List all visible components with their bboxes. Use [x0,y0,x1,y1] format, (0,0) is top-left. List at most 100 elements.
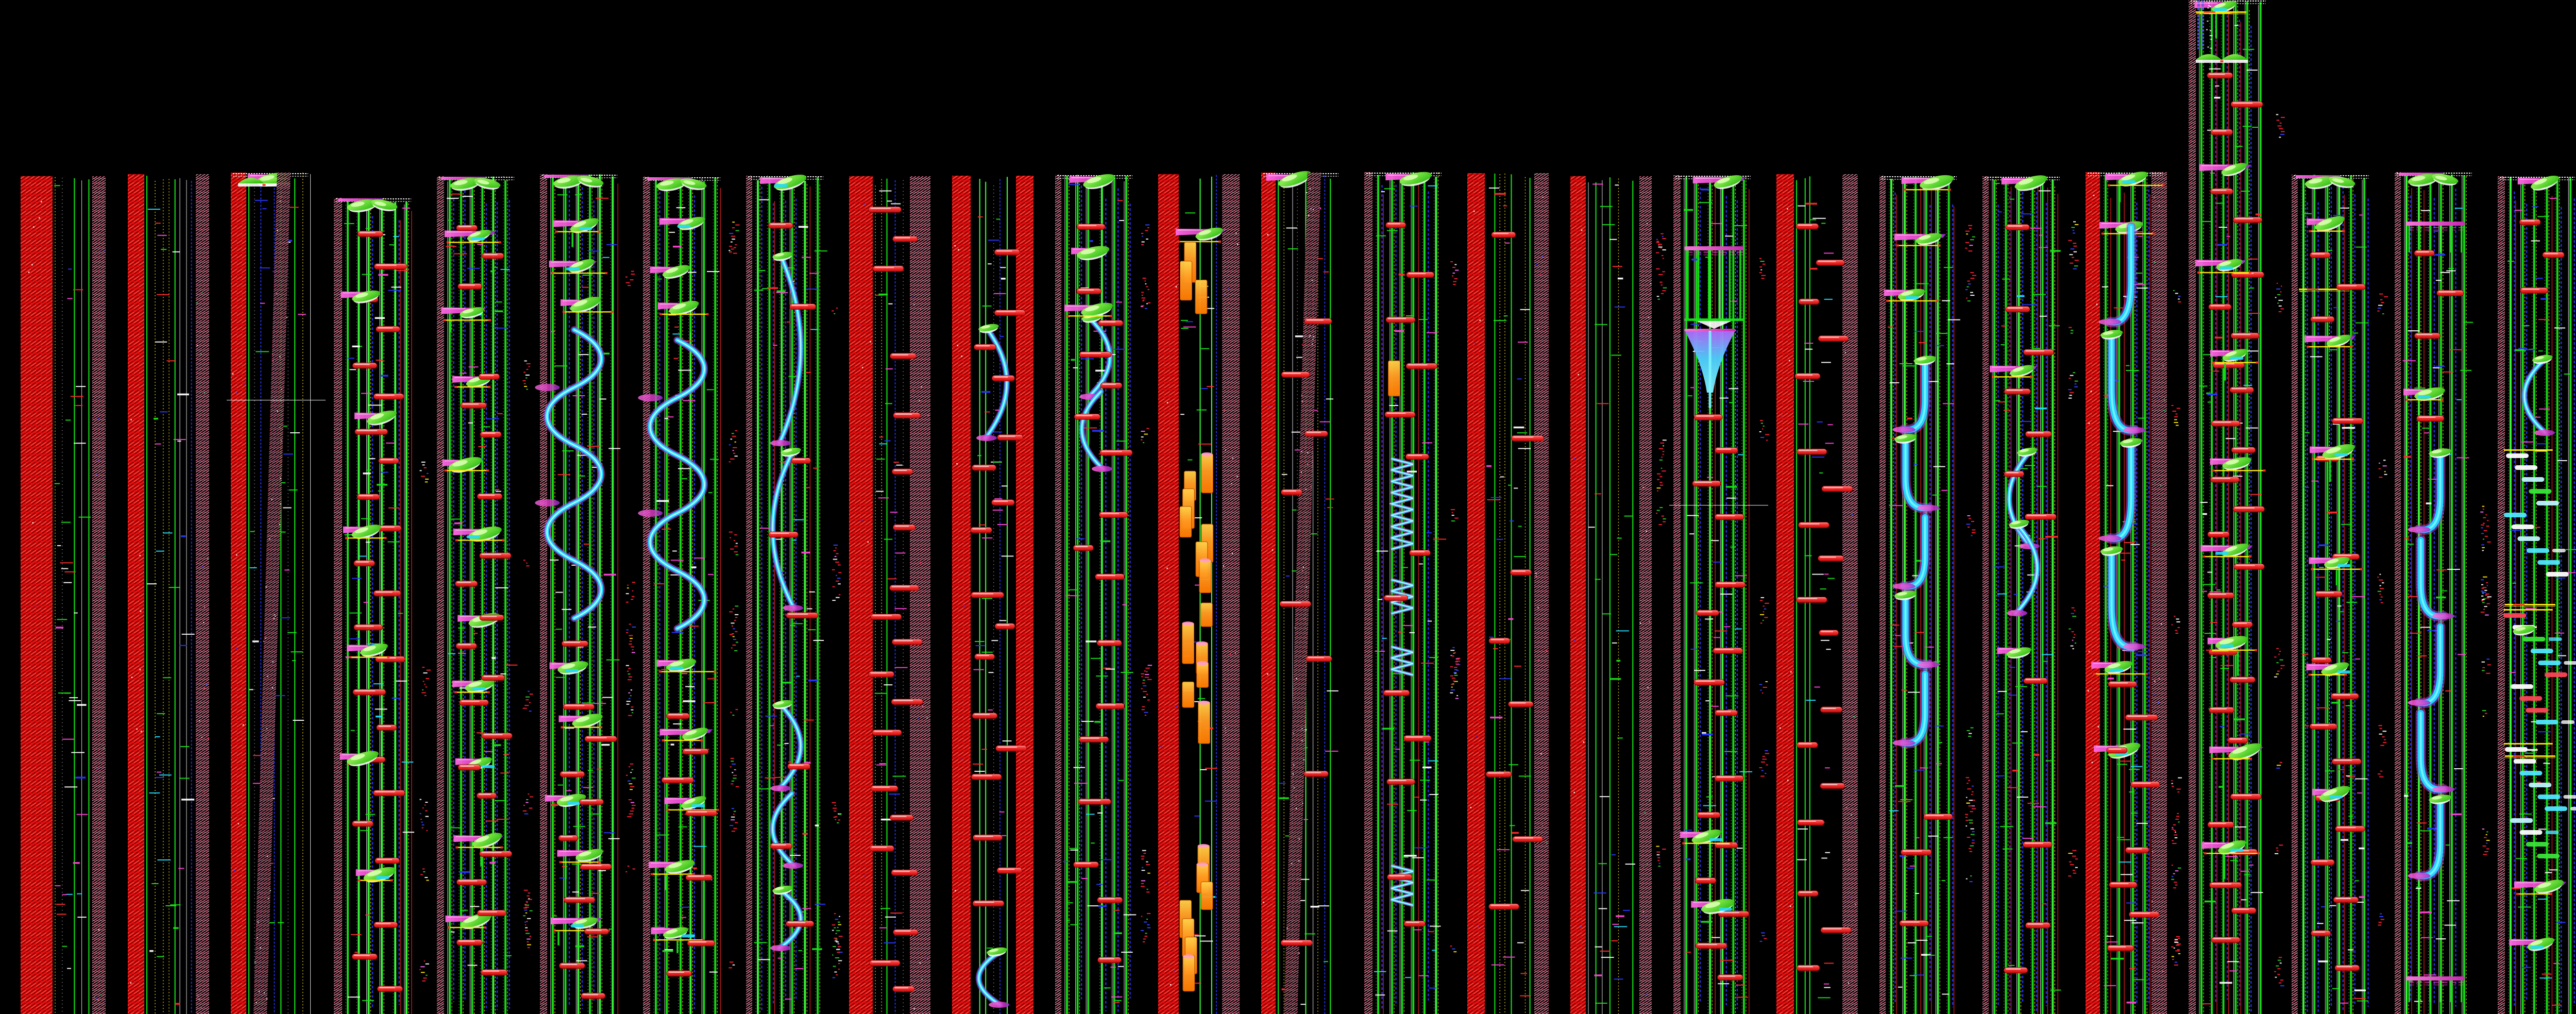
gap-annotation-ticks [1656,233,1667,867]
cyan-wave [535,326,605,622]
gap-annotation-ticks [2274,114,2285,987]
cyan-crescent [975,947,1009,1008]
cyan-crescent [2007,519,2041,616]
orange-note-cluster [1182,602,1213,744]
red-pill-ladder [2004,224,2057,973]
gap-annotation-ticks [522,360,533,949]
column-group [21,176,106,1014]
magenta-flag-row [549,218,614,313]
red-pill-ladder [455,225,513,975]
column-group [128,174,209,1014]
gap-annotation-ticks [2171,290,2182,966]
magenta-flag-row [1175,227,1226,258]
red-pill-ladder [1899,814,1953,926]
red-pill-ladder [2414,250,2464,422]
column-group [1364,172,1461,1014]
gap-annotation-ticks [728,222,740,969]
magenta-flag-row [650,217,709,332]
gap-annotation-ticks [2480,505,2492,855]
cyan-crescent [770,700,804,791]
gap-annotation-ticks [1965,225,1976,883]
ladder-grid [2503,609,2576,724]
red-pill-ladder [2106,681,2160,951]
cyan-crescent [769,790,803,869]
red-pill-ladder [768,222,819,927]
red-pill-ladder [661,713,718,977]
orange-note-cluster [1179,452,1214,594]
red-pill-ladder [1073,224,1133,964]
column-group [1467,173,1549,1014]
gap-annotation-ticks [2068,221,2079,877]
yellow-rail [2505,755,2555,758]
red-pill-ladder [868,206,923,992]
cyan-wave [638,336,708,632]
gap-annotation-ticks [1141,224,1153,942]
cyan-ribbon-cascade [2408,448,2455,882]
gap-annotation-ticks [625,271,636,872]
red-pill-ladder [2309,252,2366,971]
column-group [746,174,843,1014]
orange-note-cluster [1388,360,1400,397]
column-group [1669,175,1770,1014]
gap-annotation-ticks [832,307,843,978]
magenta-flag-row [1884,233,1946,302]
white-drift-band [1284,173,1321,1014]
magenta-comb [2406,976,2465,1002]
column-group [1879,175,1976,1014]
magenta-flag-row [340,290,397,883]
gap-annotation-ticks [1759,258,1770,942]
column-group [1982,175,2079,1014]
column-group [2189,0,2285,1014]
red-pill-ladder [2519,219,2565,294]
cyan-crescent [770,885,804,951]
column-group [227,173,326,1014]
cyan-ribbon-cascade [1892,356,1940,749]
magenta-flag-row [2195,163,2266,879]
zigzag-coil [1391,578,1414,616]
column-group [849,176,930,1014]
red-pill-ladder [1485,231,1545,910]
magenta-flag-row [1064,246,1113,317]
red-pill-ladder [558,640,617,999]
magenta-flag-row [649,658,719,953]
column-group [334,198,431,1014]
red-pill-ladder [2207,72,2265,943]
yellow-rail [2196,11,2246,14]
column-group [437,176,533,1014]
zigzag-coil [1391,645,1414,677]
cyan-ribbon-cascade [2098,222,2146,652]
column-group [2086,172,2182,1014]
column-group [2292,175,2388,1014]
yellow-rail [2505,604,2555,607]
column-group [2498,175,2576,1014]
magenta-flag-row [1680,829,1735,915]
orange-note-cluster [1179,844,1213,992]
column-group [2395,172,2492,1014]
cyan-funnel [1685,329,1736,408]
gap-annotation-ticks [419,461,431,982]
column-group [1261,171,1338,1014]
column-group [1055,174,1153,1014]
column-group [535,174,636,1014]
cyan-crescent [1079,313,1113,400]
gap-annotation-ticks [2377,293,2388,926]
red-pill-ladder [970,249,1027,907]
gap-annotation-ticks [1450,261,1461,953]
zigzag-coil [1391,457,1414,551]
column-group [952,176,1033,1014]
magenta-comb [2406,222,2465,252]
magenta-flag-row [441,229,505,930]
magenta-flag-row [2304,216,2363,802]
cyan-crescent [1078,388,1112,472]
magenta-flag-row [1990,365,2038,378]
magenta-flag-row [2403,387,2445,401]
orange-note-cluster [1180,242,1208,314]
red-pill-ladder [1794,223,1853,971]
magenta-flag-row [1997,647,2031,659]
zigzag-coil [1391,864,1414,907]
column-group [1776,174,1858,1014]
ladder-grid [2504,449,2569,577]
column-group [638,177,740,1014]
